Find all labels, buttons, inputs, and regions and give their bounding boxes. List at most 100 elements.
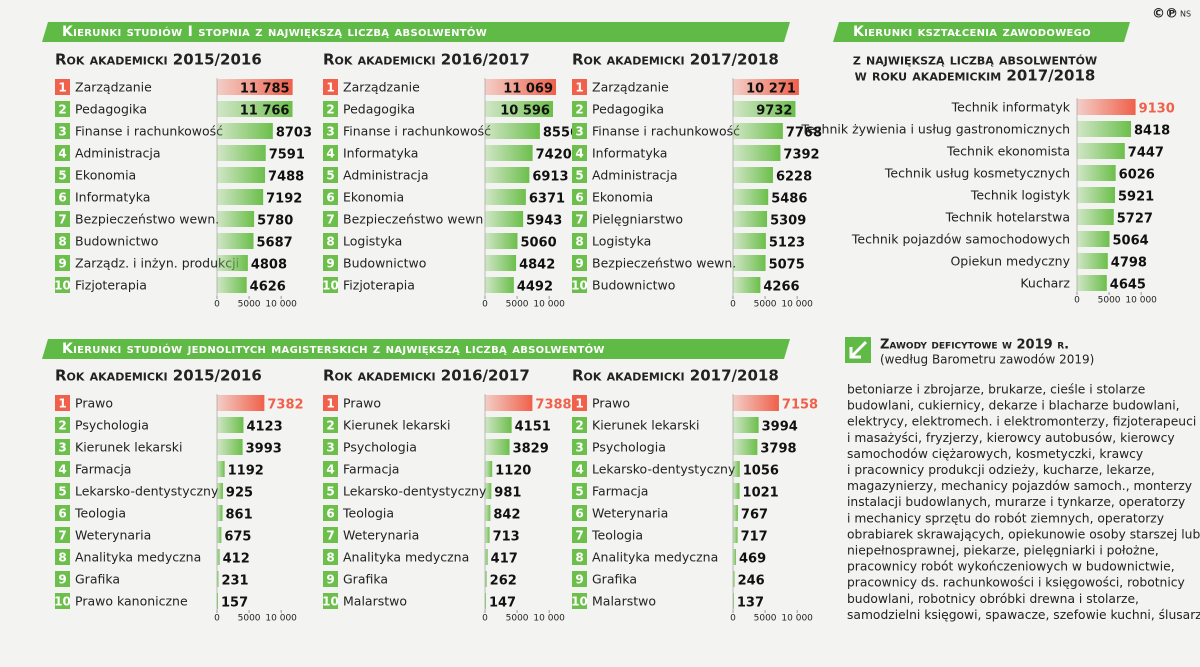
deficit-line: niepełnosprawnej, piekarze, pielęgniarki… (847, 544, 1159, 558)
rank-number: 2 (58, 419, 66, 433)
rank-badge (55, 571, 70, 587)
value-label: 8418 (1134, 124, 1170, 139)
deficit-line: i mechanicy sprzętu do robót ziemnych, o… (847, 511, 1164, 525)
rank-number: 10 (54, 279, 71, 293)
bar (733, 123, 783, 139)
bar (733, 101, 796, 117)
bar (217, 145, 266, 161)
category-label: Zarządzanie (75, 80, 152, 95)
bar (733, 483, 740, 499)
value-label: 1120 (495, 464, 531, 479)
rank-number: 4 (326, 147, 334, 161)
deficit-subtitle: (według Barometru zawodów 2019) (880, 353, 1094, 367)
category-label: Ekonomia (592, 190, 653, 205)
value-label: 1056 (743, 464, 779, 479)
rank-badge (55, 101, 70, 117)
value-label: 11 069 (503, 82, 553, 97)
rank-number: 6 (58, 191, 66, 205)
bar (733, 549, 737, 565)
category-label: Farmacja (75, 462, 131, 477)
rank-number: 7 (58, 529, 66, 543)
category-label: Weterynaria (75, 528, 151, 543)
bar (217, 417, 244, 433)
chart-title: Rok akademicki 2016/2017 (323, 367, 530, 385)
bar (217, 233, 254, 249)
section-title: Kierunki kształcenia zawodowego (853, 24, 1091, 40)
value-label: 861 (226, 508, 253, 523)
value-label: 925 (226, 486, 253, 501)
rank-number: 5 (326, 169, 334, 183)
rank-badge (572, 233, 587, 249)
value-label: 5943 (526, 214, 562, 229)
value-label: 4266 (763, 280, 799, 295)
bar (733, 233, 766, 249)
category-label: Informatyka (592, 146, 667, 161)
rank-badge (55, 395, 70, 411)
category-label: Psychologia (592, 440, 666, 455)
rank-number: 7 (326, 529, 334, 543)
value-label: 5060 (520, 236, 556, 251)
value-label: 4798 (1111, 256, 1147, 271)
value-label: 1192 (228, 464, 264, 479)
bar (1077, 187, 1115, 203)
value-label: 717 (741, 530, 768, 545)
rank-number: 7 (326, 213, 334, 227)
category-label: Ekonomia (343, 190, 404, 205)
bar (733, 461, 740, 477)
deficit-line: i masażyści, fryzjerzy, kierowcy autobus… (847, 431, 1175, 445)
rank-badge (55, 417, 70, 433)
x-tick-label: 10 000 (533, 614, 565, 624)
value-label: 3829 (513, 442, 549, 457)
rank-badge (572, 395, 587, 411)
category-label: Analityka medyczna (343, 550, 469, 565)
rank-number: 3 (58, 441, 66, 455)
rank-badge (323, 189, 338, 205)
x-tick-label: 0 (730, 614, 736, 624)
bar (217, 255, 248, 271)
deficit-line: budowlani, cukiernicy, dekarze i blachar… (847, 399, 1180, 413)
deficit-line: obrabiarek skrawających, opiekunowie oso… (847, 527, 1200, 541)
bar (733, 189, 769, 205)
rank-badge (323, 277, 338, 293)
bar (733, 593, 734, 609)
category-label: Analityka medyczna (592, 550, 718, 565)
bar (485, 461, 493, 477)
rank-badge (323, 549, 338, 565)
chart-title: Rok akademicki 2017/2018 (572, 367, 779, 385)
x-tick-label: 10 000 (533, 300, 565, 310)
bar (733, 527, 738, 543)
rank-badge (323, 255, 338, 271)
category-label: Technik żywienia i usług gastronomicznyc… (800, 122, 1070, 137)
value-label: 713 (493, 530, 520, 545)
category-label: Zarządzanie (343, 80, 420, 95)
bar (485, 123, 540, 139)
deficit-line: instalacji budowlanych, murarze i tynkar… (847, 495, 1185, 509)
bar (485, 79, 557, 95)
value-label: 3993 (246, 442, 282, 457)
category-label: Technik hotelarstwa (945, 210, 1070, 225)
deficit-title: Zawody deficytowe w 2019 r. (880, 338, 1069, 353)
rank-badge (55, 277, 70, 293)
rank-badge (572, 277, 587, 293)
value-label: 4151 (515, 420, 551, 435)
rank-number: 9 (58, 257, 66, 271)
value-label: 4492 (517, 280, 553, 295)
value-label: 842 (493, 508, 520, 523)
rank-badge (572, 145, 587, 161)
bar (485, 483, 492, 499)
category-label: Prawo (75, 396, 113, 411)
rank-badge (572, 167, 587, 183)
section-banner (42, 339, 790, 359)
value-label: 4842 (519, 258, 555, 273)
category-label: Prawo (592, 396, 630, 411)
bar (733, 255, 766, 271)
rank-number: 1 (326, 397, 334, 411)
rank-badge (572, 461, 587, 477)
x-tick-label: 5000 (238, 614, 261, 624)
rank-badge (323, 145, 338, 161)
rank-badge (323, 571, 338, 587)
bar (1077, 143, 1125, 159)
value-label: 7420 (536, 148, 572, 163)
bar (1077, 165, 1116, 181)
bar (217, 461, 225, 477)
